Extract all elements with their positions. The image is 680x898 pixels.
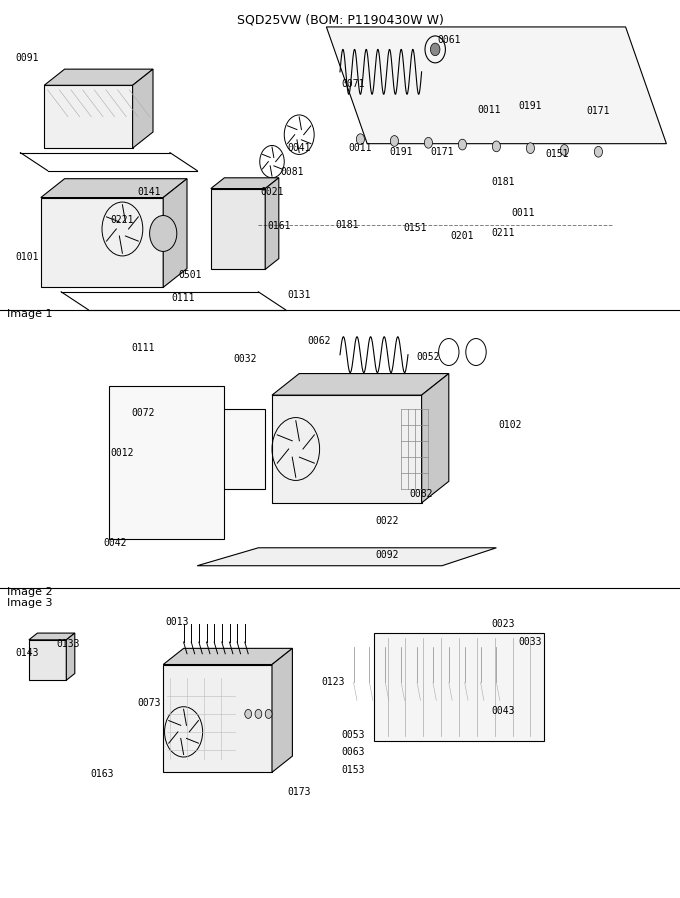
Text: 0181: 0181 [492,177,515,188]
Polygon shape [44,85,133,148]
Polygon shape [197,548,496,566]
Circle shape [492,141,500,152]
Circle shape [430,43,440,56]
Text: 0221: 0221 [111,215,134,225]
Text: 0161: 0161 [267,221,290,232]
Text: 0041: 0041 [288,143,311,154]
Text: 0032: 0032 [233,354,256,365]
Text: 0073: 0073 [138,698,161,709]
Polygon shape [66,633,75,681]
Text: 0181: 0181 [335,219,358,230]
Polygon shape [29,639,66,681]
Polygon shape [265,178,279,269]
Text: 0071: 0071 [342,78,365,89]
Text: 0201: 0201 [451,231,474,242]
Text: 0063: 0063 [342,746,365,757]
Text: 0133: 0133 [56,638,80,649]
Text: 0021: 0021 [260,187,284,198]
Polygon shape [190,409,265,489]
Polygon shape [326,27,666,144]
Text: 0191: 0191 [519,101,542,111]
Polygon shape [41,198,163,287]
Circle shape [255,709,262,718]
Text: 0011: 0011 [349,143,372,154]
Polygon shape [163,179,187,287]
Text: 0101: 0101 [16,251,39,262]
Text: 0153: 0153 [342,764,365,775]
Text: 0072: 0072 [131,408,154,418]
Text: 0151: 0151 [403,223,426,233]
Polygon shape [29,633,75,639]
Text: 0163: 0163 [90,769,114,779]
Text: 0053: 0053 [342,729,365,740]
Text: 0023: 0023 [492,619,515,629]
Text: 0011: 0011 [512,207,535,218]
Text: 0123: 0123 [322,677,345,688]
Text: SQD25VW (BOM: P1190430W W): SQD25VW (BOM: P1190430W W) [237,13,443,26]
Circle shape [390,136,398,146]
Text: 0131: 0131 [288,289,311,300]
Text: 0052: 0052 [417,351,440,362]
Polygon shape [272,648,292,772]
Text: Image 2: Image 2 [7,587,52,597]
Circle shape [458,139,466,150]
Circle shape [356,134,364,145]
Text: 0501: 0501 [179,269,202,280]
Text: Image 3: Image 3 [7,598,52,608]
Circle shape [560,145,568,155]
Polygon shape [163,648,292,665]
Polygon shape [41,179,187,198]
Polygon shape [109,386,224,539]
Polygon shape [272,374,449,395]
Polygon shape [374,633,544,741]
Polygon shape [133,69,153,148]
Text: 0151: 0151 [546,149,569,160]
Polygon shape [422,374,449,503]
Text: 0143: 0143 [16,647,39,658]
Text: 0171: 0171 [587,106,610,117]
Polygon shape [272,395,422,503]
Text: 0082: 0082 [410,489,433,499]
Circle shape [265,709,272,718]
Text: 0173: 0173 [288,787,311,797]
Text: Image 1: Image 1 [7,309,52,319]
Text: 0043: 0043 [492,706,515,717]
Text: 0111: 0111 [172,293,195,304]
Polygon shape [211,178,279,189]
Circle shape [150,216,177,251]
Text: 0141: 0141 [138,187,161,198]
Text: 0171: 0171 [430,146,454,157]
Text: 0191: 0191 [390,146,413,157]
Circle shape [526,143,534,154]
Text: 0111: 0111 [131,343,154,354]
Polygon shape [44,69,153,85]
Text: 0011: 0011 [478,104,501,115]
Text: 0013: 0013 [165,617,188,628]
Text: 0211: 0211 [492,228,515,239]
Text: 0091: 0091 [16,53,39,64]
Text: 0062: 0062 [308,336,331,347]
Polygon shape [163,665,272,772]
Polygon shape [211,189,265,269]
Circle shape [245,709,252,718]
Circle shape [594,146,602,157]
Text: 0102: 0102 [498,419,522,430]
Text: 0042: 0042 [104,538,127,549]
Text: 0081: 0081 [281,167,304,178]
Text: 0033: 0033 [519,637,542,647]
Text: 0012: 0012 [111,448,134,459]
Circle shape [424,137,432,148]
Text: 0092: 0092 [376,550,399,560]
Text: 0061: 0061 [437,34,460,45]
Text: 0022: 0022 [376,515,399,526]
